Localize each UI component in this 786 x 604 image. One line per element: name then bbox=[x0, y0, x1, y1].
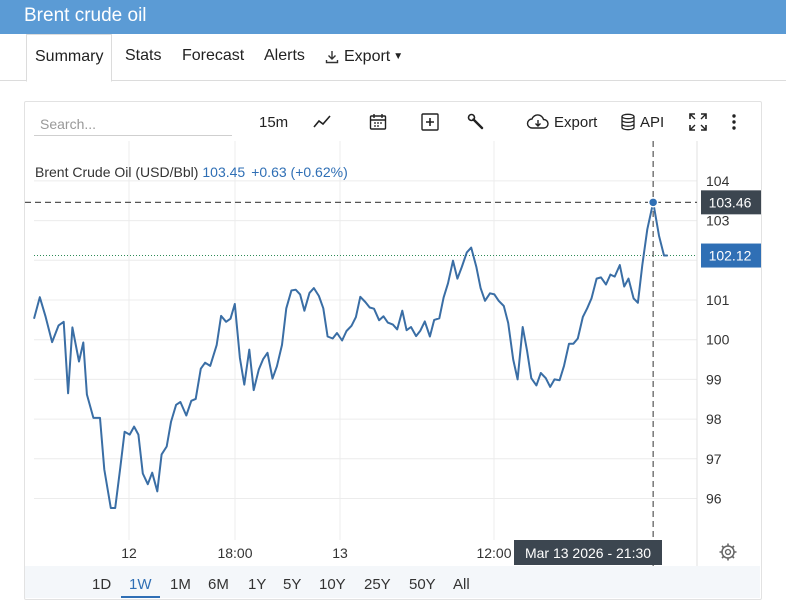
range-1y[interactable]: 1Y bbox=[248, 576, 267, 593]
y-tick-label: 99 bbox=[706, 371, 722, 387]
database-icon bbox=[621, 113, 635, 131]
tab-export[interactable]: Export ▼ bbox=[324, 34, 403, 80]
add-icon[interactable] bbox=[420, 110, 440, 134]
y-axis-ticks: 96979899100101102103104 bbox=[706, 173, 730, 507]
chart-card bbox=[24, 101, 762, 600]
range-25y[interactable]: 25Y bbox=[364, 576, 391, 593]
range-1d[interactable]: 1D bbox=[92, 576, 112, 593]
y-tick-label: 103 bbox=[706, 213, 730, 229]
crosshair-point bbox=[647, 197, 659, 208]
app-title: Brent crude oil bbox=[24, 5, 147, 26]
crosshair-time-label: Mar 13 2026 - 21:30 bbox=[514, 540, 662, 565]
interval-label: 15m bbox=[259, 113, 289, 131]
crosshair-time-text: Mar 13 2026 - 21:30 bbox=[525, 545, 651, 561]
fullscreen-icon[interactable] bbox=[688, 110, 708, 134]
tab-bar: Summary Stats Forecast Alerts Export ▼ bbox=[0, 34, 786, 82]
api-button[interactable]: API bbox=[620, 110, 664, 134]
line-chart-icon[interactable] bbox=[312, 110, 332, 134]
cloud-download-icon bbox=[526, 114, 549, 129]
instrument-name: Brent Crude Oil (USD/Bbl) bbox=[35, 164, 199, 180]
range-selector bbox=[25, 566, 760, 598]
x-axis-ticks: 12 18:00 13 12:00 bbox=[121, 545, 512, 561]
settings-icon bbox=[719, 543, 737, 561]
current-price: 103.45 bbox=[202, 164, 246, 180]
tab-stats[interactable]: Stats bbox=[125, 47, 162, 64]
range-10y[interactable]: 10Y bbox=[319, 576, 346, 593]
y-tick-label: 96 bbox=[706, 491, 722, 507]
y-tick-label: 100 bbox=[706, 332, 730, 348]
tab-export-label: Export bbox=[344, 48, 391, 65]
x-tick-label: 13 bbox=[332, 545, 348, 561]
chart-header: Brent Crude Oil (USD/Bbl) 103.45 +0.63 (+0… bbox=[35, 164, 348, 180]
tab-forecast[interactable]: Forecast bbox=[182, 47, 245, 64]
range-6m[interactable]: 6M bbox=[208, 576, 229, 593]
crosshair-price-label-bg bbox=[701, 190, 761, 215]
range-5y[interactable]: 5Y bbox=[283, 576, 302, 593]
calendar-icon[interactable] bbox=[368, 110, 388, 134]
last-price-text: 102.12 bbox=[709, 248, 752, 264]
crosshair-time-label-bg bbox=[514, 540, 662, 565]
x-tick-label: 12:00 bbox=[476, 545, 511, 561]
wrench-icon[interactable] bbox=[466, 110, 486, 134]
crosshair-price-label: 103.46 bbox=[701, 190, 761, 215]
export-button[interactable]: Export bbox=[526, 110, 597, 134]
y-tick-label: 104 bbox=[706, 173, 730, 189]
interval-selector[interactable]: 15m bbox=[259, 110, 288, 134]
tab-summary[interactable]: Summary bbox=[26, 34, 113, 82]
export-label: Export bbox=[554, 113, 598, 131]
y-tick-label: 97 bbox=[706, 451, 722, 467]
last-price-label-bg bbox=[701, 243, 761, 268]
y-tick-label: 98 bbox=[706, 411, 722, 427]
api-label: API bbox=[640, 113, 665, 131]
series-line bbox=[33, 201, 668, 509]
y-tick-label: 101 bbox=[706, 292, 730, 308]
more-vert-icon[interactable] bbox=[727, 110, 741, 134]
caret-down-icon: ▼ bbox=[393, 51, 404, 62]
crosshair-price-text: 103.46 bbox=[709, 194, 752, 210]
tab-alerts[interactable]: Alerts bbox=[264, 47, 305, 64]
range-50y[interactable]: 50Y bbox=[409, 576, 436, 593]
x-tick-label: 12 bbox=[121, 545, 137, 561]
search-input[interactable] bbox=[34, 112, 232, 136]
price-change: +0.63 (+0.62%) bbox=[251, 164, 348, 180]
range-1w[interactable]: 1W bbox=[121, 566, 160, 598]
range-1m[interactable]: 1M bbox=[170, 576, 191, 593]
x-tick-label: 18:00 bbox=[217, 545, 252, 561]
last-price-label: 102.12 bbox=[701, 243, 761, 268]
title-bar: Brent crude oil bbox=[0, 0, 786, 34]
chart-grid bbox=[34, 141, 697, 540]
range-all[interactable]: All bbox=[453, 576, 470, 593]
download-icon bbox=[325, 51, 339, 64]
